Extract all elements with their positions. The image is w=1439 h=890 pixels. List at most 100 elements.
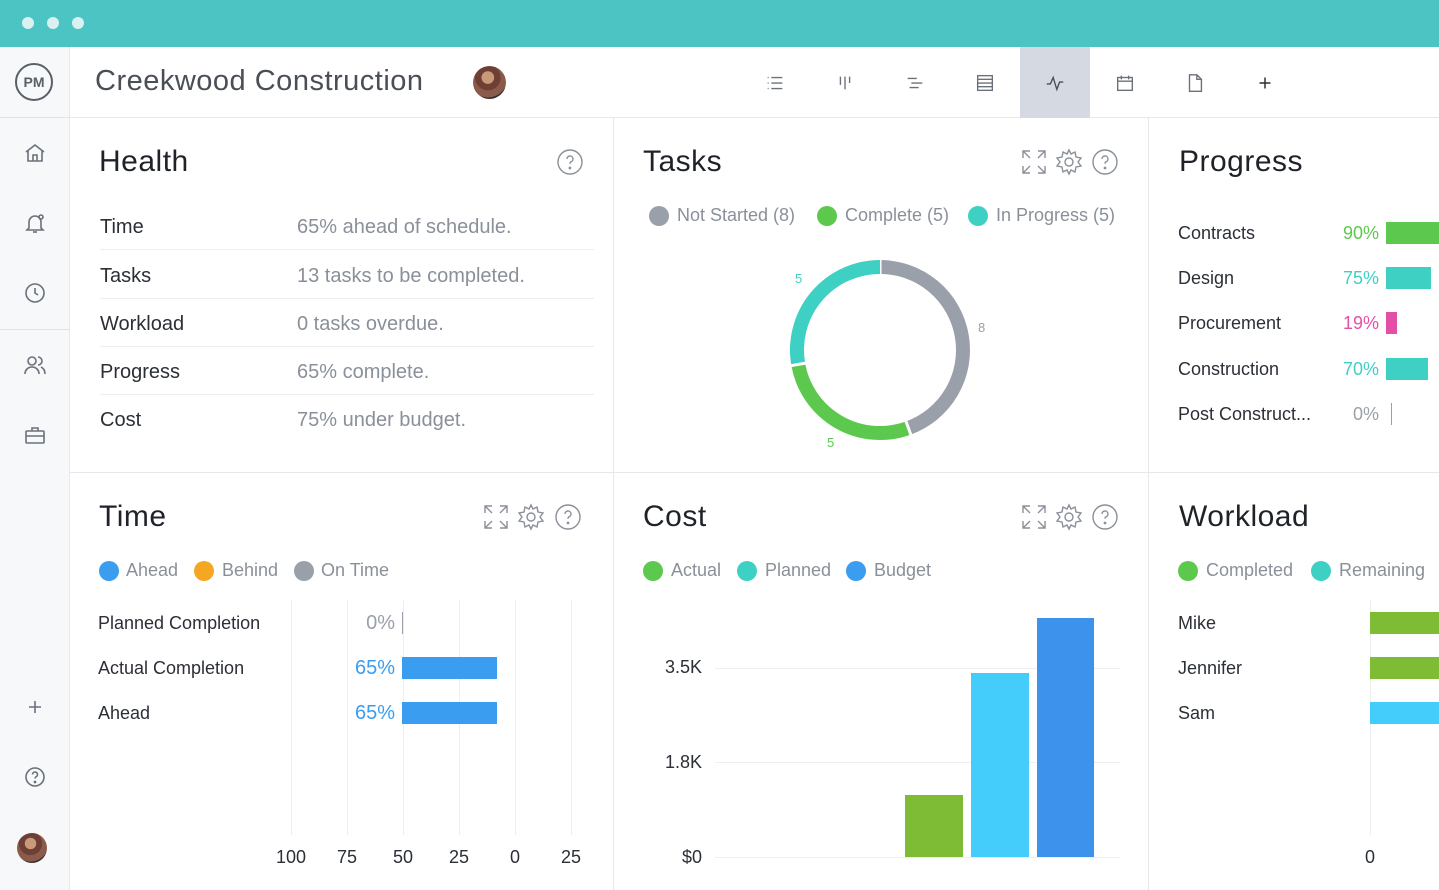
axis-tick-label: 100 xyxy=(275,847,307,867)
sidebar-divider xyxy=(0,329,70,330)
progress-bar xyxy=(1386,312,1398,334)
donut-label-in-progress: 5 xyxy=(795,271,803,286)
time-row-percent: 65% xyxy=(354,657,395,679)
progress-bar xyxy=(1386,358,1428,380)
axis-tick-label: 0 xyxy=(1364,847,1375,867)
progress-percent: 19% xyxy=(1342,313,1379,333)
health-row: Cost 75% under budget. xyxy=(100,395,594,443)
project-owner-avatar[interactable] xyxy=(473,66,506,99)
time-title: Time xyxy=(99,500,167,533)
help-icon[interactable] xyxy=(556,148,584,176)
legend-label: Complete (5) xyxy=(845,205,950,225)
legend-dot xyxy=(294,561,314,581)
settings-gear-icon[interactable] xyxy=(1055,503,1083,531)
dashboard-view-icon[interactable] xyxy=(1020,47,1090,118)
window-close-dot[interactable] xyxy=(22,17,34,29)
legend-label: Behind xyxy=(222,560,279,580)
gantt-view-icon[interactable] xyxy=(880,47,950,118)
health-value: 65% complete. xyxy=(297,361,430,383)
cost-bar-planned xyxy=(971,672,1029,857)
add-view-icon[interactable] xyxy=(1230,47,1300,118)
help-icon[interactable] xyxy=(1091,503,1119,531)
y-tick-label: 1.8K xyxy=(664,752,702,772)
window-maximize-dot[interactable] xyxy=(72,17,84,29)
help-icon[interactable] xyxy=(1091,148,1119,176)
health-value: 75% under budget. xyxy=(297,409,467,431)
list-view-icon[interactable] xyxy=(740,47,810,118)
legend-label: Remaining xyxy=(1339,560,1426,580)
legend-label: Not Started (8) xyxy=(677,205,796,225)
clock-icon[interactable] xyxy=(22,280,48,306)
grid-line xyxy=(515,600,516,835)
board-view-icon[interactable] xyxy=(810,47,880,118)
help-icon[interactable] xyxy=(22,764,48,790)
legend-label: Planned xyxy=(765,560,832,580)
tasks-donut-chart xyxy=(790,259,970,440)
time-row-percent: 0% xyxy=(366,612,395,634)
health-row: Time 65% ahead of schedule. xyxy=(100,202,594,250)
donut-slice-gap xyxy=(904,419,913,437)
home-icon[interactable] xyxy=(22,140,48,166)
legend-label: Actual xyxy=(671,560,722,580)
settings-gear-icon[interactable] xyxy=(517,503,545,531)
panel-divider xyxy=(613,118,614,890)
notifications-bell-icon[interactable] xyxy=(22,210,48,236)
donut-label-not-started: 8 xyxy=(978,320,986,335)
donut-slice-in-progress xyxy=(790,260,881,366)
workload-person-label: Mike xyxy=(1178,613,1217,633)
workload-bar xyxy=(1370,702,1439,724)
legend-dot xyxy=(846,561,866,581)
app-logo[interactable]: PM xyxy=(15,63,53,101)
plus-icon[interactable] xyxy=(22,694,48,720)
project-title: Creekwood Construction xyxy=(95,65,424,97)
legend-dot xyxy=(1311,561,1331,581)
cost-bar-actual xyxy=(905,794,963,857)
legend-dot xyxy=(99,561,119,581)
workload-person-label: Jennifer xyxy=(1178,658,1243,678)
settings-gear-icon[interactable] xyxy=(1055,148,1083,176)
legend-dot xyxy=(968,206,988,226)
legend-dot xyxy=(817,206,837,226)
health-value: 0 tasks overdue. xyxy=(297,313,444,335)
legend-dot xyxy=(194,561,214,581)
cost-title: Cost xyxy=(643,500,707,533)
user-avatar[interactable] xyxy=(17,833,47,863)
legend-dot xyxy=(643,561,663,581)
health-row: Tasks 13 tasks to be completed. xyxy=(100,251,594,299)
cost-bar-budget xyxy=(1037,618,1094,857)
time-bar xyxy=(402,657,497,679)
grid-line xyxy=(715,857,1120,858)
progress-percent: 70% xyxy=(1342,359,1379,379)
workload-person-label: Sam xyxy=(1178,703,1216,723)
panel-divider xyxy=(1148,118,1149,890)
expand-icon[interactable] xyxy=(482,503,510,531)
health-label: Tasks xyxy=(100,265,152,287)
sheet-view-icon[interactable] xyxy=(950,47,1020,118)
window-minimize-dot[interactable] xyxy=(47,17,59,29)
axis-tick-label: 25 xyxy=(448,847,470,867)
health-label: Cost xyxy=(100,409,142,431)
expand-icon[interactable] xyxy=(1020,148,1048,176)
legend-label: On Time xyxy=(321,560,390,580)
grid-line xyxy=(715,668,1120,669)
people-icon[interactable] xyxy=(22,352,48,378)
time-row-label: Ahead xyxy=(98,703,151,723)
briefcase-icon[interactable] xyxy=(22,422,48,448)
y-tick-label: 3.5K xyxy=(664,657,702,677)
legend-dot xyxy=(1178,561,1198,581)
project-header: Creekwood Construction xyxy=(70,47,1439,118)
help-icon[interactable] xyxy=(554,503,582,531)
progress-label: Procurement xyxy=(1178,313,1282,333)
legend-label: In Progress (5) xyxy=(996,205,1116,225)
health-value: 13 tasks to be completed. xyxy=(297,265,525,287)
axis-tick-label: 50 xyxy=(392,847,414,867)
panel-divider xyxy=(70,472,1439,473)
grid-line xyxy=(715,762,1120,763)
files-view-icon[interactable] xyxy=(1160,47,1230,118)
expand-icon[interactable] xyxy=(1020,503,1048,531)
calendar-view-icon[interactable] xyxy=(1090,47,1160,118)
axis-tick-label: 0 xyxy=(509,847,520,867)
progress-title: Progress xyxy=(1179,145,1304,178)
progress-bar xyxy=(1386,267,1431,289)
y-tick-label: $0 xyxy=(681,847,702,867)
